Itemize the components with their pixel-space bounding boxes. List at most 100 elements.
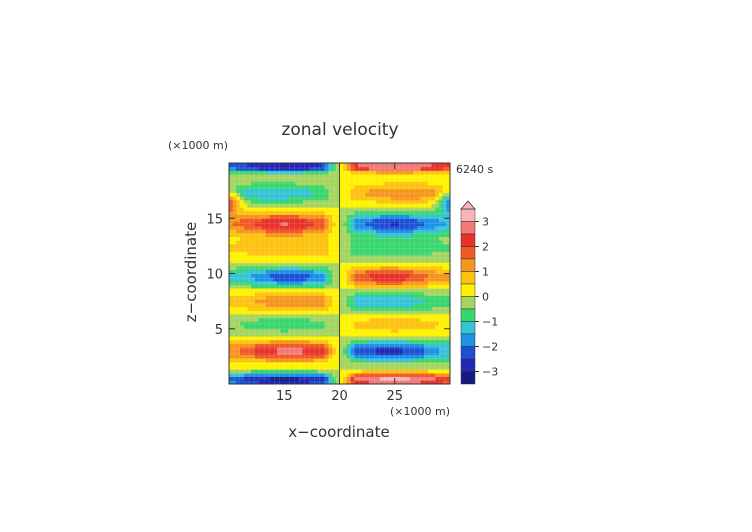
heatmap-cell xyxy=(438,229,444,234)
heatmap-cell xyxy=(317,299,322,304)
heatmap-cell xyxy=(247,321,252,326)
heatmap-cell xyxy=(361,199,366,204)
heatmap-cell xyxy=(276,177,281,182)
heatmap-cell xyxy=(405,332,410,337)
heatmap-cell xyxy=(251,372,256,378)
heatmap-cell xyxy=(427,174,432,179)
heatmap-cell xyxy=(431,380,436,385)
heatmap-cell xyxy=(405,325,410,330)
heatmap-cell xyxy=(446,284,451,289)
heatmap-cell xyxy=(287,258,293,263)
heatmap-cell xyxy=(435,339,440,344)
heatmap-cell xyxy=(276,350,281,355)
heatmap-cell xyxy=(313,266,318,271)
heatmap-cell xyxy=(368,376,374,381)
heatmap-cell xyxy=(302,350,307,355)
heatmap-cell xyxy=(243,295,248,300)
heatmap-cell xyxy=(280,372,285,378)
heatmap-cell xyxy=(427,317,432,322)
heatmap-cell xyxy=(251,199,256,204)
heatmap-cell xyxy=(416,177,421,182)
heatmap-cell xyxy=(427,314,432,319)
heatmap-cell xyxy=(287,163,293,168)
heatmap-cell xyxy=(328,295,333,300)
heatmap-cell xyxy=(232,262,237,267)
heatmap-cell xyxy=(424,332,429,337)
heatmap-cell xyxy=(446,244,451,249)
heatmap-cell xyxy=(346,262,351,267)
heatmap-cell xyxy=(438,332,444,337)
heatmap-cell xyxy=(398,188,403,193)
heatmap-cell xyxy=(402,240,407,245)
heatmap-cell xyxy=(335,258,340,263)
heatmap-cell xyxy=(302,258,307,263)
heatmap-cell xyxy=(431,347,436,352)
heatmap-cell xyxy=(387,181,392,186)
heatmap-cell xyxy=(332,192,337,197)
heatmap-cell xyxy=(247,295,252,300)
heatmap-cell xyxy=(398,376,403,381)
heatmap-cell xyxy=(310,262,315,267)
heatmap-cell xyxy=(346,199,351,204)
heatmap-cell xyxy=(240,199,245,204)
heatmap-cell xyxy=(291,188,296,193)
heatmap-cell xyxy=(368,163,374,168)
heatmap-cell xyxy=(324,225,329,230)
heatmap-cell xyxy=(291,236,296,241)
heatmap-cell xyxy=(357,369,362,374)
heatmap-cell xyxy=(420,328,425,333)
heatmap-cell xyxy=(409,188,414,193)
heatmap-cell xyxy=(438,376,444,381)
heatmap-cell xyxy=(413,273,418,278)
heatmap-cell xyxy=(335,262,340,267)
heatmap-cell xyxy=(229,280,234,285)
heatmap-cell xyxy=(291,181,296,186)
heatmap-cell xyxy=(229,163,234,168)
heatmap-cell xyxy=(298,269,304,274)
heatmap-cell xyxy=(409,181,414,186)
heatmap-cell xyxy=(243,221,248,227)
heatmap-cell xyxy=(435,358,440,363)
heatmap-cell xyxy=(420,350,425,355)
heatmap-cell xyxy=(424,166,429,171)
heatmap-cell xyxy=(343,291,348,296)
heatmap-cell xyxy=(258,210,263,215)
heatmap-cell xyxy=(402,196,407,201)
heatmap-cell xyxy=(346,302,351,308)
heatmap-cell xyxy=(383,350,388,355)
heatmap-cell xyxy=(332,306,337,311)
heatmap-cell xyxy=(346,244,351,249)
heatmap-cell xyxy=(306,269,311,274)
heatmap-cell xyxy=(391,284,396,289)
heatmap-cell xyxy=(413,262,418,267)
heatmap-cell xyxy=(409,273,414,278)
heatmap-cell xyxy=(431,358,436,363)
heatmap-cell xyxy=(232,302,237,308)
heatmap-cell xyxy=(424,266,429,271)
heatmap-cell xyxy=(291,328,296,333)
heatmap-cell xyxy=(361,376,366,381)
heatmap-cell xyxy=(291,299,296,304)
heatmap-cell xyxy=(442,372,447,378)
heatmap-cell xyxy=(284,166,289,171)
heatmap-cell xyxy=(243,192,248,197)
heatmap-cell xyxy=(240,181,245,186)
heatmap-cell xyxy=(357,196,362,201)
heatmap-cell xyxy=(442,185,447,190)
heatmap-cell xyxy=(276,306,281,311)
heatmap-cell xyxy=(435,255,440,260)
heatmap-cell xyxy=(398,347,403,352)
heatmap-cell xyxy=(276,170,281,175)
heatmap-cell xyxy=(350,199,355,204)
heatmap-cell xyxy=(372,166,377,171)
heatmap-cell xyxy=(354,192,359,197)
heatmap-cell xyxy=(321,225,326,230)
heatmap-cell xyxy=(435,214,440,219)
colorbar-swatch xyxy=(460,308,476,322)
heatmap-cell xyxy=(317,273,322,278)
heatmap-cell xyxy=(383,174,388,179)
heatmap-cell xyxy=(254,291,259,296)
heatmap-cell xyxy=(380,288,385,293)
heatmap-cell xyxy=(291,336,296,341)
